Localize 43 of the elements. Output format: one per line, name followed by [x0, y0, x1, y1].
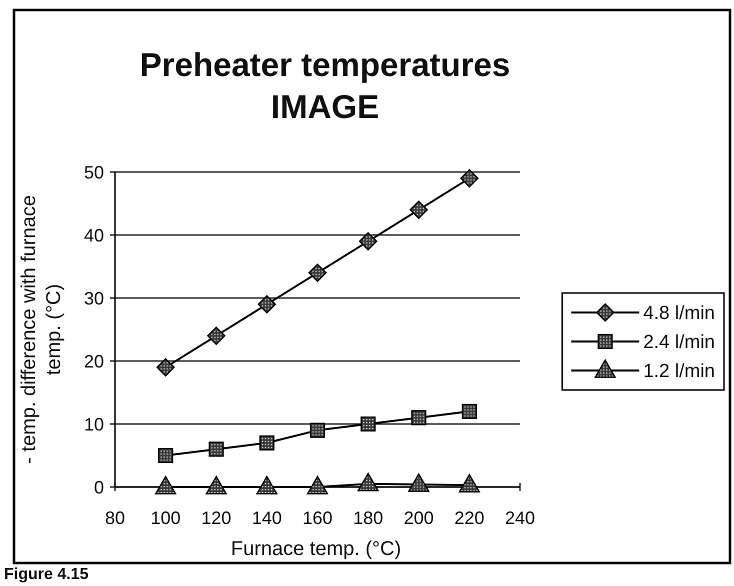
point [206, 476, 227, 494]
point [462, 404, 477, 419]
point [306, 476, 328, 494]
point [256, 476, 278, 494]
x-tick-label: 200 [404, 508, 434, 528]
caption: Figure 4.15 [4, 566, 89, 583]
point [358, 232, 378, 250]
legend-label: 4.8 l/min [643, 303, 716, 324]
point [158, 448, 174, 464]
point [208, 442, 224, 457]
x-tick-label: 100 [150, 508, 181, 528]
point [308, 264, 327, 282]
point [258, 295, 276, 314]
x-axis-title: Furnace temp. (°C) [230, 538, 402, 560]
y-axis-title: - temp. difference with furnace temp. (°C) [18, 195, 65, 464]
y-tick-label: 10 [84, 414, 104, 434]
x-tick-label: 160 [302, 508, 333, 528]
x-tick-label: 180 [353, 508, 384, 528]
point [458, 474, 480, 492]
point [155, 476, 176, 494]
point [408, 473, 430, 492]
y-tick-label: 30 [84, 288, 104, 308]
point [207, 326, 226, 345]
point [259, 435, 274, 450]
point [411, 410, 426, 426]
y-tick-label: 50 [84, 162, 104, 182]
legend-label: 1.2 l/min [643, 361, 716, 382]
point [360, 416, 376, 432]
x-tick-label: 120 [201, 508, 232, 528]
legend-label: 2.4 l/min [643, 332, 716, 354]
point [460, 169, 479, 188]
point [410, 200, 428, 219]
y-tick-label: 20 [84, 351, 104, 372]
x-tick-label: 140 [252, 508, 282, 528]
point [156, 358, 175, 376]
point [310, 422, 326, 438]
x-tick-label: 240 [504, 508, 536, 528]
y-tick-label: 40 [84, 225, 104, 246]
y-tick-label: 0 [94, 477, 104, 498]
x-tick-label: 220 [454, 508, 484, 528]
x-tick-label: 80 [104, 508, 126, 528]
point [358, 472, 379, 492]
chart-title: Preheater temperatures IMAGE [140, 46, 510, 125]
